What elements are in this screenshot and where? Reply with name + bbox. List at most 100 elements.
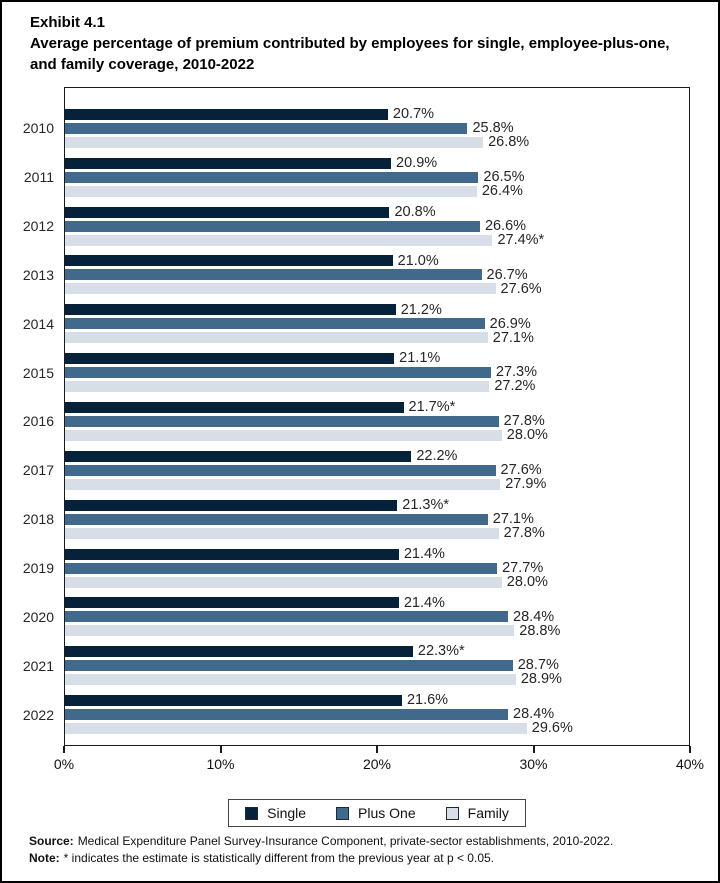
- bar-value-label: 21.2%: [400, 301, 442, 318]
- x-tick-label-20: 20%: [362, 756, 392, 772]
- bar-row-2016-plus-one: 27.8%: [65, 413, 689, 430]
- bar-value-label: 27.9%: [505, 476, 547, 493]
- source-line: Source: Medical Expenditure Panel Survey-…: [29, 833, 705, 850]
- bar-row-2020-plus-one: 28.4%: [65, 610, 689, 624]
- bar-row-2019-plus-one: 27.7%: [65, 561, 689, 575]
- bars-container: 2010 20.7% 25.8% 26.8% 2011 20.9% 26.5% 26.4% 20…: [23, 88, 689, 745]
- bar-value-label: 27.3%: [495, 364, 537, 381]
- year-label-2015: 2015: [22, 364, 54, 381]
- bar-value-label: 22.2%: [416, 448, 458, 465]
- bar-row-2019-single: 21.4%: [65, 547, 689, 561]
- bar-family-2019: [65, 576, 502, 588]
- year-group-2010: 2010 20.7% 25.8% 26.8%: [23, 104, 689, 153]
- bar-plus-one-2010: [65, 122, 468, 134]
- bar-row-2016-single: 21.7%*: [65, 400, 689, 414]
- bar-single-2019: [65, 548, 399, 560]
- bar-family-2022: [65, 723, 527, 735]
- x-tick-40: [689, 746, 691, 753]
- bar-value-label: 25.8%: [472, 120, 514, 137]
- bar-row-2013-plus-one: 26.7%: [65, 268, 689, 282]
- year-label-2011: 2011: [23, 169, 54, 186]
- bar-single-2013: [65, 255, 393, 267]
- bar-row-2019-family: 28.0%: [65, 573, 689, 590]
- bar-row-2015-single: 21.1%: [65, 350, 689, 367]
- bar-row-2020-single: 21.4%: [65, 594, 689, 611]
- bar-plus-one-2011: [65, 171, 479, 183]
- legend-item-family: Family: [445, 805, 509, 821]
- bar-value-label: 21.0%: [397, 252, 439, 269]
- year-label-2012: 2012: [22, 218, 54, 235]
- bar-value-label: 21.4%: [403, 594, 445, 611]
- bar-value-label: 27.1%: [492, 329, 534, 346]
- legend-label: Plus One: [358, 805, 416, 821]
- bar-family-2014: [65, 332, 488, 344]
- x-tick-30: [532, 746, 535, 753]
- bar-value-label: 26.8%: [488, 134, 530, 151]
- bar-plus-one-2014: [65, 318, 485, 330]
- bar-value-label: 27.8%: [503, 413, 545, 430]
- bar-value-label: 26.6%: [484, 217, 527, 234]
- year-group-2016: 2016 21.7%* 27.8% 28.0%: [23, 397, 689, 446]
- x-axis: 0% 10% 20% 30% 40%: [54, 746, 704, 778]
- bar-plus-one-2012: [65, 220, 480, 232]
- note-text: * indicates the estimate is statisticall…: [63, 850, 494, 865]
- year-group-2019: 2019 21.4% 27.7% 28.0%: [23, 544, 689, 593]
- bar-plus-one-2015: [65, 367, 491, 379]
- bar-plus-one-2019: [65, 562, 498, 574]
- legend-label: Single: [267, 805, 307, 821]
- x-tick-label-40: 40%: [675, 756, 705, 772]
- bar-value-label: 28.0%: [506, 573, 548, 590]
- bar-row-2013-family: 27.6%: [65, 280, 689, 297]
- bar-family-2011: [65, 185, 477, 197]
- x-tick-label-30: 30%: [519, 756, 548, 772]
- legend-item-single: Single: [245, 805, 306, 821]
- bar-row-2011-single: 20.9%: [65, 156, 689, 170]
- year-group-2020: 2020 21.4% 28.4% 28.8%: [23, 592, 689, 641]
- bar-value-label: 22.3%*: [417, 643, 465, 660]
- x-tick-label-0: 0%: [53, 756, 75, 772]
- year-group-2021: 2021 22.3%* 28.7% 28.9%: [23, 641, 689, 690]
- year-label-2020: 2020: [22, 608, 54, 625]
- bar-single-2011: [65, 157, 392, 169]
- bar-row-2022-single: 21.6%: [65, 692, 689, 709]
- bar-row-2017-single: 22.2%: [65, 448, 689, 465]
- bar-row-2015-family: 27.2%: [65, 379, 689, 393]
- bar-row-2015-plus-one: 27.3%: [65, 364, 689, 381]
- legend-label: Family: [467, 805, 509, 821]
- year-label-2018: 2018: [22, 511, 54, 528]
- note-line: Note: * indicates the estimate is statist…: [29, 850, 705, 867]
- bar-single-2015: [65, 353, 395, 365]
- year-label-2014: 2014: [22, 315, 54, 332]
- bar-row-2016-family: 28.0%: [65, 427, 689, 444]
- bar-family-2010: [65, 136, 484, 148]
- year-group-2017: 2017 22.2% 27.6% 27.9%: [23, 446, 689, 495]
- bar-family-2012: [65, 234, 493, 246]
- bar-single-2022: [65, 695, 402, 707]
- bar-value-label: 27.6%: [500, 280, 542, 297]
- year-group-2011: 2011 20.9% 26.5% 26.4%: [24, 153, 689, 202]
- year-group-2013: 2013 21.0% 26.7% 27.6%: [23, 251, 689, 300]
- footer: Source: Medical Expenditure Panel Survey-…: [29, 833, 705, 867]
- bar-value-label: 26.4%: [481, 183, 523, 200]
- bar-value-label: 29.6%: [531, 720, 573, 737]
- bar-value-label: 27.6%: [500, 462, 542, 479]
- bar-plus-one-2013: [65, 269, 482, 281]
- bar-plus-one-2022: [65, 709, 509, 721]
- bar-plus-one-2017: [65, 464, 496, 476]
- bar-single-2020: [65, 597, 399, 609]
- bar-value-label: 20.8%: [394, 203, 436, 220]
- bar-value-label: 28.0%: [506, 427, 548, 444]
- bar-single-2018: [65, 499, 398, 511]
- bar-row-2014-plus-one: 26.9%: [65, 317, 689, 331]
- bar-value-label: 28.8%: [519, 622, 561, 639]
- bar-value-label: 21.1%: [399, 350, 441, 367]
- bar-value-label: 21.6%: [406, 692, 449, 709]
- legend-swatch-icon: [336, 806, 350, 820]
- bar-row-2010-family: 26.8%: [65, 134, 689, 151]
- bar-row-2011-plus-one: 26.5%: [65, 170, 689, 184]
- bar-plus-one-2018: [65, 513, 488, 525]
- x-tick-label-10: 10%: [206, 756, 235, 772]
- bar-family-2017: [65, 478, 501, 490]
- bar-row-2021-family: 28.9%: [65, 672, 689, 686]
- legend-swatch-icon: [445, 806, 459, 820]
